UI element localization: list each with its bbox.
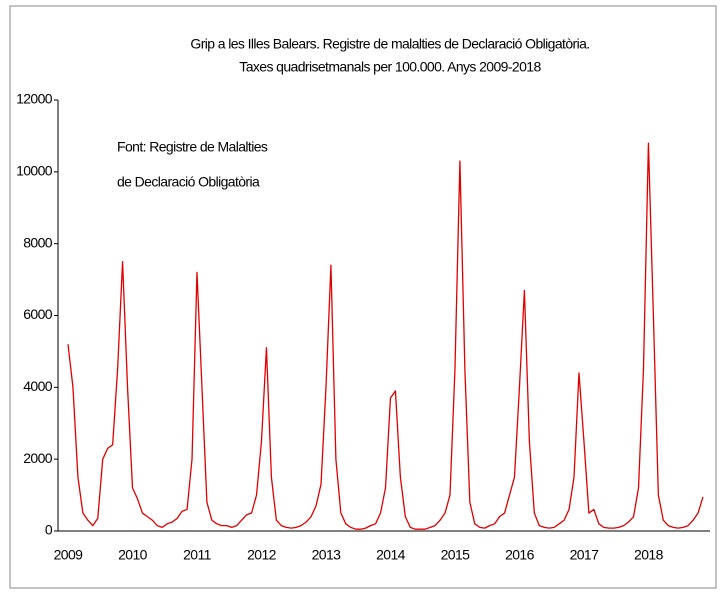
x-tick-label: 2011 <box>183 547 212 563</box>
x-tick-label: 2009 <box>54 547 84 563</box>
x-tick-label: 2012 <box>247 547 277 563</box>
chart-title: Grip a les Illes Balears. Registre de ma… <box>190 36 589 52</box>
data-line <box>67 142 704 530</box>
y-tick-label: 2000 <box>23 450 53 466</box>
chart-frame <box>9 5 717 589</box>
annotation: Font: Registre de Malalties <box>117 139 268 155</box>
x-tick-label: 2010 <box>118 547 148 563</box>
x-tick-label: 2014 <box>376 547 406 563</box>
y-tick-label: 10000 <box>16 163 53 179</box>
annotation: de Declaració Obligatòria <box>117 174 260 190</box>
chart-subtitle: Taxes quadrisetmanals per 100.000. Anys … <box>239 59 541 75</box>
x-tick-label: 2018 <box>634 547 664 563</box>
y-tick-label: 6000 <box>23 306 53 322</box>
x-tick-label: 2017 <box>570 547 600 563</box>
x-tick-label: 2015 <box>441 547 471 563</box>
y-tick-label: 0 <box>45 522 53 538</box>
y-tick-label: 12000 <box>16 91 53 107</box>
y-tick-label: 4000 <box>23 378 53 394</box>
x-tick-label: 2016 <box>505 547 535 563</box>
x-tick-label: 2013 <box>312 547 342 563</box>
y-tick-label: 8000 <box>23 234 53 250</box>
